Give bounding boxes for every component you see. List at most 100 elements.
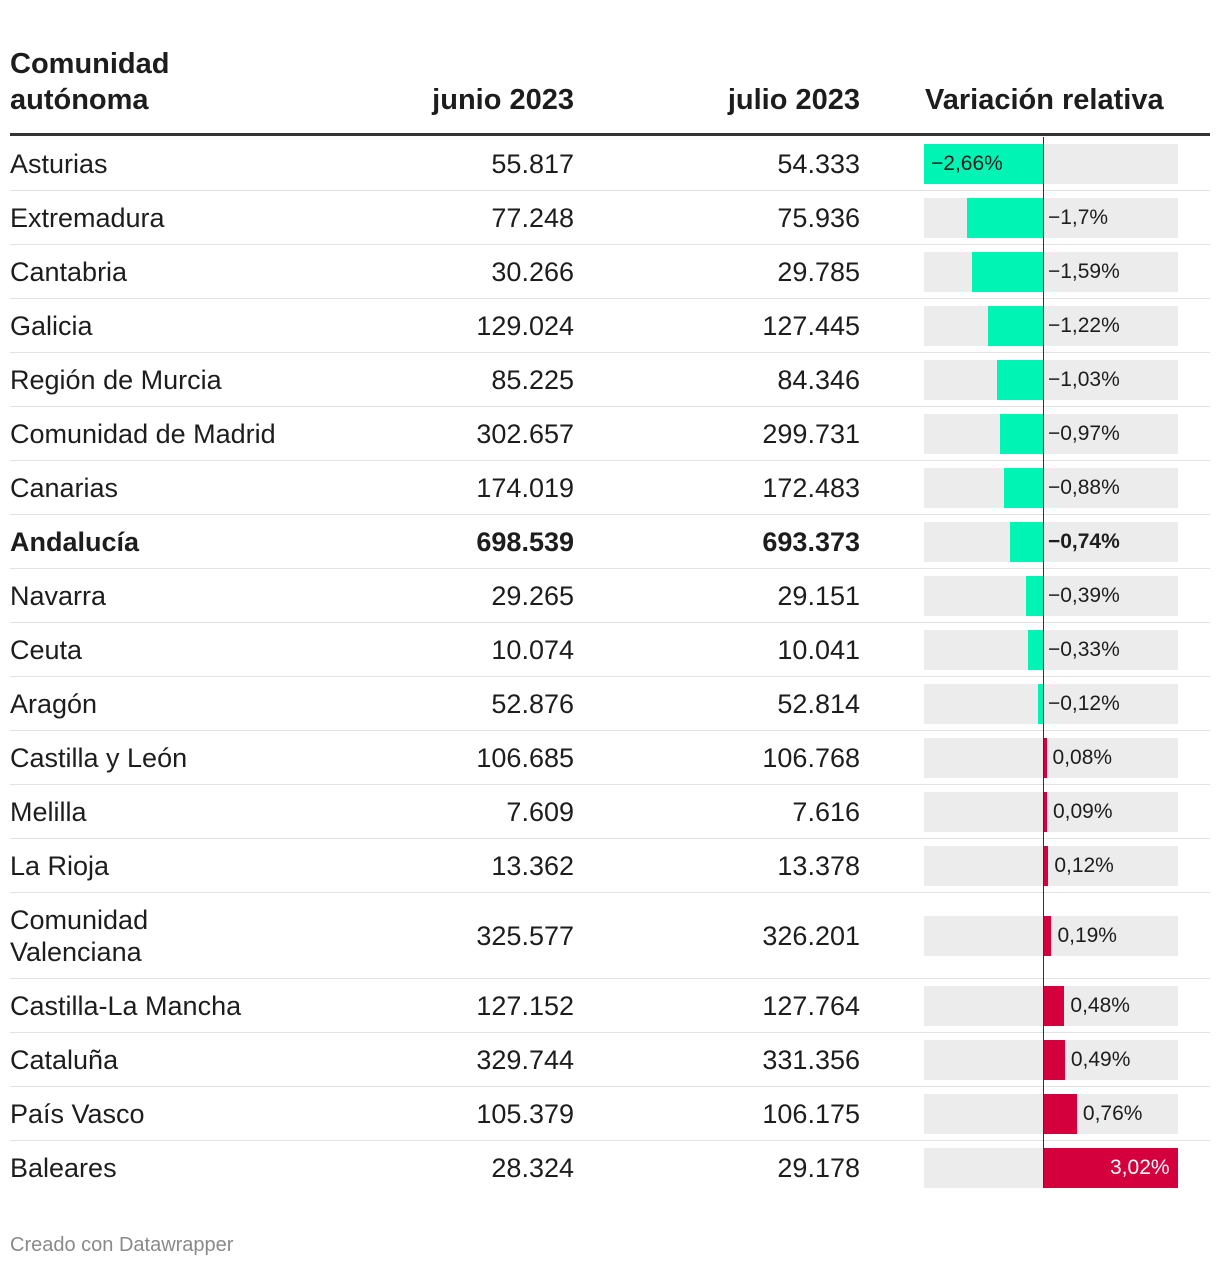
variation-bar[interactable] (1042, 916, 1052, 956)
table-row[interactable]: Comunidad de Madrid 302.657 299.731 −0,97% (10, 407, 1210, 461)
variation-label: −1,59% (1047, 260, 1120, 283)
table-row[interactable]: Comunidad Valenciana 325.577 326.201 0,19% (10, 893, 1210, 979)
variation-label: 0,49% (1070, 1048, 1131, 1071)
variation-bar[interactable] (1042, 986, 1065, 1026)
variation-bar[interactable] (999, 414, 1043, 454)
variation-label: 0,76% (1082, 1102, 1143, 1125)
cell-julio: 106.768 (762, 742, 860, 773)
variation-label: −0,12% (1047, 692, 1120, 715)
variation-bar[interactable] (1009, 522, 1043, 562)
cell-comunidad: Navarra (10, 580, 107, 611)
table-row[interactable]: Cataluña 329.744 331.356 0,49% (10, 1033, 1210, 1087)
cell-comunidad: Asturias (10, 148, 108, 179)
variation-bar[interactable] (988, 306, 1043, 346)
variation-bar[interactable] (966, 198, 1043, 238)
variation-bar[interactable] (1025, 576, 1043, 616)
table-row[interactable]: Región de Murcia 85.225 84.346 −1,03% (10, 353, 1210, 407)
table-row[interactable]: Castilla-La Mancha 127.152 127.764 0,48% (10, 979, 1210, 1033)
table-row[interactable]: La Rioja 13.362 13.378 0,12% (10, 839, 1210, 893)
bar-track (924, 792, 1178, 832)
cell-julio: 127.445 (762, 310, 860, 341)
cell-junio: 77.248 (491, 202, 574, 233)
cell-julio: 172.483 (762, 472, 860, 503)
cell-julio: 52.814 (777, 688, 860, 719)
column-header-comunidad[interactable]: Comunidad autónoma (10, 48, 170, 116)
cell-comunidad: Comunidad de Madrid (10, 418, 276, 449)
table-row[interactable]: Ceuta 10.074 10.041 −0,33% (10, 623, 1210, 677)
variation-label: 0,09% (1052, 800, 1113, 823)
cell-comunidad: Comunidad Valenciana (10, 904, 149, 967)
variation-label: −0,74% (1047, 530, 1120, 553)
cell-comunidad: Baleares (10, 1153, 117, 1183)
cell-junio: 52.876 (491, 688, 574, 719)
variation-label: −0,97% (1047, 422, 1120, 445)
cell-junio: 10.074 (491, 634, 574, 665)
cell-julio: 326.201 (762, 920, 860, 951)
table-row[interactable]: Cantabria 30.266 29.785 −1,59% (10, 245, 1210, 299)
cell-junio: 29.265 (491, 580, 574, 611)
variation-bar[interactable] (1028, 630, 1043, 670)
cell-comunidad: Región de Murcia (10, 364, 222, 395)
cell-junio: 129.024 (476, 310, 574, 341)
cell-junio: 329.744 (476, 1044, 574, 1075)
bar-track (924, 252, 1178, 292)
table-row[interactable]: Canarias 174.019 172.483 −0,88% (10, 461, 1210, 515)
table-row[interactable]: Navarra 29.265 29.151 −0,39% (10, 569, 1210, 623)
variation-bar[interactable] (924, 144, 1043, 184)
table-row[interactable]: Melilla 7.609 7.616 0,09% (10, 785, 1210, 839)
cell-junio: 106.685 (476, 742, 574, 773)
cell-julio: 29.178 (777, 1153, 860, 1183)
cell-comunidad: La Rioja (10, 850, 110, 881)
cell-comunidad: Extremadura (10, 202, 165, 233)
table-row[interactable]: Galicia 129.024 127.445 −1,22% (10, 299, 1210, 353)
variation-label: −1,7% (1047, 206, 1109, 229)
cell-comunidad: Castilla y León (10, 742, 188, 773)
variation-label: 3,02% (1110, 1156, 1170, 1179)
bar-track (924, 738, 1178, 778)
column-header-julio[interactable]: julio 2023 (727, 84, 860, 116)
table-row[interactable]: Castilla y León 106.685 106.768 0,08% (10, 731, 1210, 785)
variation-label: −1,22% (1047, 314, 1120, 337)
table-row[interactable]: País Vasco 105.379 106.175 0,76% (10, 1087, 1210, 1141)
bar-track (924, 468, 1178, 508)
column-header-junio[interactable]: junio 2023 (432, 84, 574, 116)
variation-bar[interactable] (1042, 792, 1047, 832)
variation-label: −0,88% (1047, 476, 1120, 499)
table-row[interactable]: Andalucía 698.539 693.373 −0,74% (10, 515, 1210, 569)
table-row[interactable]: Extremadura 77.248 75.936 −1,7% (10, 191, 1210, 245)
variation-bar[interactable] (1042, 1148, 1178, 1188)
bar-track (924, 846, 1178, 886)
cell-comunidad: Cantabria (10, 256, 128, 287)
cell-junio: 30.266 (491, 256, 574, 287)
variation-bar[interactable] (1042, 846, 1049, 886)
variation-bar[interactable] (996, 360, 1043, 400)
variation-label: −1,03% (1047, 368, 1120, 391)
variation-bar[interactable] (971, 252, 1043, 292)
variation-bar[interactable] (1037, 684, 1043, 724)
variation-bar[interactable] (1042, 1040, 1065, 1080)
cell-julio: 331.356 (762, 1044, 860, 1075)
cell-julio: 13.378 (777, 850, 860, 881)
zero-axis-line (1042, 137, 1044, 1188)
table-row[interactable]: Asturias 55.817 54.333 −2,66% (10, 137, 1210, 191)
variation-bar[interactable] (1042, 738, 1047, 778)
bar-track (924, 360, 1178, 400)
cell-comunidad: Andalucía (10, 526, 140, 557)
table-row[interactable]: Aragón 52.876 52.814 −0,12% (10, 677, 1210, 731)
cell-julio: 84.346 (777, 364, 860, 395)
variation-bar[interactable] (1003, 468, 1043, 508)
cell-junio: 28.324 (491, 1153, 574, 1183)
bar-track (924, 630, 1178, 670)
cell-julio: 7.616 (792, 796, 860, 827)
cell-junio: 13.362 (491, 850, 574, 881)
table-row[interactable]: Baleares 28.324 29.178 3,02% (10, 1141, 1210, 1195)
variation-bar[interactable] (1042, 1094, 1077, 1134)
column-header-variacion[interactable]: Variación relativa (925, 84, 1164, 116)
cell-julio: 693.373 (762, 526, 860, 557)
cell-julio: 10.041 (777, 634, 860, 665)
bar-track (924, 684, 1178, 724)
cell-comunidad: Galicia (10, 310, 93, 341)
cell-junio: 698.539 (476, 526, 574, 557)
bar-track (924, 306, 1178, 346)
cell-junio: 174.019 (476, 472, 574, 503)
